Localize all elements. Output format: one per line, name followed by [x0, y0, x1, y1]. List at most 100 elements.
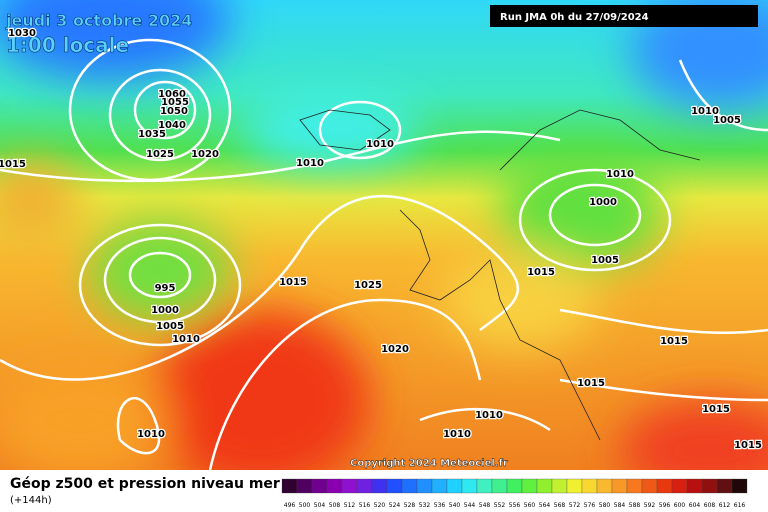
isobar-label: 995: [155, 283, 176, 294]
scale-label: 560: [524, 502, 536, 509]
scale-swatch: [491, 478, 508, 494]
map-time: 1:00 locale: [6, 33, 129, 57]
copyright: Copyright 2024 Meteociel.fr: [350, 458, 508, 469]
scale-label: 512: [344, 502, 356, 509]
scale-label: 516: [359, 502, 371, 509]
run-box: [490, 5, 758, 27]
scale-swatch: [716, 478, 733, 494]
scale-label: 552: [494, 502, 506, 509]
scale-swatch: [446, 478, 463, 494]
run-info: Run JMA 0h du 27/09/2024: [500, 12, 649, 23]
isobar-label: 1005: [713, 115, 741, 126]
footer-title: Géop z500 et pression niveau mer: [10, 476, 280, 492]
scale-swatch: [461, 478, 478, 494]
isobar-label: 1015: [702, 404, 730, 415]
isobar-label: 1015: [0, 159, 26, 170]
scale-label: 536: [434, 502, 446, 509]
isobar-label: 1030: [8, 28, 36, 39]
isobar-label: 1010: [137, 429, 165, 440]
scale-swatch: [521, 478, 538, 494]
scale-swatch: [431, 478, 448, 494]
scale-swatch: [356, 478, 373, 494]
scale-swatch: [386, 478, 403, 494]
isobar-label: 1015: [734, 440, 762, 451]
scale-swatch: [611, 478, 628, 494]
scale-label: 500: [299, 502, 311, 509]
scale-label: 532: [419, 502, 431, 509]
scale-label: 504: [314, 502, 326, 509]
scale-label: 616: [734, 502, 746, 509]
isobar-label: 1050: [160, 106, 188, 117]
scale-swatch: [416, 478, 433, 494]
isobar-label: 1020: [381, 344, 409, 355]
isobar-label: 1055: [161, 97, 189, 108]
scale-swatch: [656, 478, 673, 494]
isobar-label: 1060: [158, 89, 186, 100]
isobar-label: 1015: [527, 267, 555, 278]
scale-label: 600: [674, 502, 686, 509]
scale-swatch: [701, 478, 718, 494]
scale-label: 596: [659, 502, 671, 509]
scale-label: 604: [689, 502, 701, 509]
scale-label: 584: [614, 502, 626, 509]
scale-swatch: [281, 478, 298, 494]
scale-label: 540: [449, 502, 461, 509]
isobar-label: 1010: [366, 139, 394, 150]
map-date: jeudi 3 octobre 2024: [5, 11, 192, 30]
scale-label: 592: [644, 502, 656, 509]
isobar-label: 1010: [296, 158, 324, 169]
scale-label: 524: [389, 502, 401, 509]
isobar-label: 1005: [591, 255, 619, 266]
scale-label: 548: [479, 502, 491, 509]
scale-swatch: [566, 478, 583, 494]
isobar-label: 1010: [606, 169, 634, 180]
isobar-label: 1040: [158, 120, 186, 131]
scale-label: 608: [704, 502, 716, 509]
isobar-label: 1025: [354, 280, 382, 291]
isobars: [0, 38, 768, 470]
scale-swatch: [296, 478, 313, 494]
scale-label: 556: [509, 502, 521, 509]
isobar-label: 1010: [691, 106, 719, 117]
isobar-label: 1015: [577, 378, 605, 389]
scale-swatch: [641, 478, 658, 494]
isobar-label: 1020: [191, 149, 219, 160]
isobar-label: 1000: [151, 305, 179, 316]
scale-label: 496: [284, 502, 296, 509]
isobar-label: 1010: [443, 429, 471, 440]
scale-label: 564: [539, 502, 551, 509]
field: [0, 0, 768, 470]
scale-label: 528: [404, 502, 416, 509]
isobar-label: 1015: [279, 277, 307, 288]
scale-swatch: [401, 478, 418, 494]
footer-subtitle: (+144h): [10, 495, 52, 506]
scale-swatch: [551, 478, 568, 494]
isobar-label: 1005: [156, 321, 184, 332]
scale-label: 508: [329, 502, 341, 509]
scale-label: 576: [584, 502, 596, 509]
scale-swatch: [506, 478, 523, 494]
scale-swatch: [326, 478, 343, 494]
scale-swatch: [731, 478, 748, 494]
scale-swatch: [686, 478, 703, 494]
scale-label: 544: [464, 502, 476, 509]
isobar-label: 1015: [660, 336, 688, 347]
isobar-label: 1010: [475, 410, 503, 421]
scale-swatch: [371, 478, 388, 494]
scale-swatch: [671, 478, 688, 494]
scale-label: 568: [554, 502, 566, 509]
scale-swatch: [626, 478, 643, 494]
scale-swatch: [476, 478, 493, 494]
isobar-label: 1010: [172, 334, 200, 345]
scale-swatch: [341, 478, 358, 494]
scale-swatch: [536, 478, 553, 494]
isobar-label: 1035: [138, 129, 166, 140]
isobar-label: 1025: [146, 149, 174, 160]
scale-label: 580: [599, 502, 611, 509]
scale-label: 572: [569, 502, 581, 509]
isobar-label: 1000: [589, 197, 617, 208]
scale-label: 520: [374, 502, 386, 509]
coastlines: [299, 109, 701, 441]
scale-label: 612: [719, 502, 731, 509]
